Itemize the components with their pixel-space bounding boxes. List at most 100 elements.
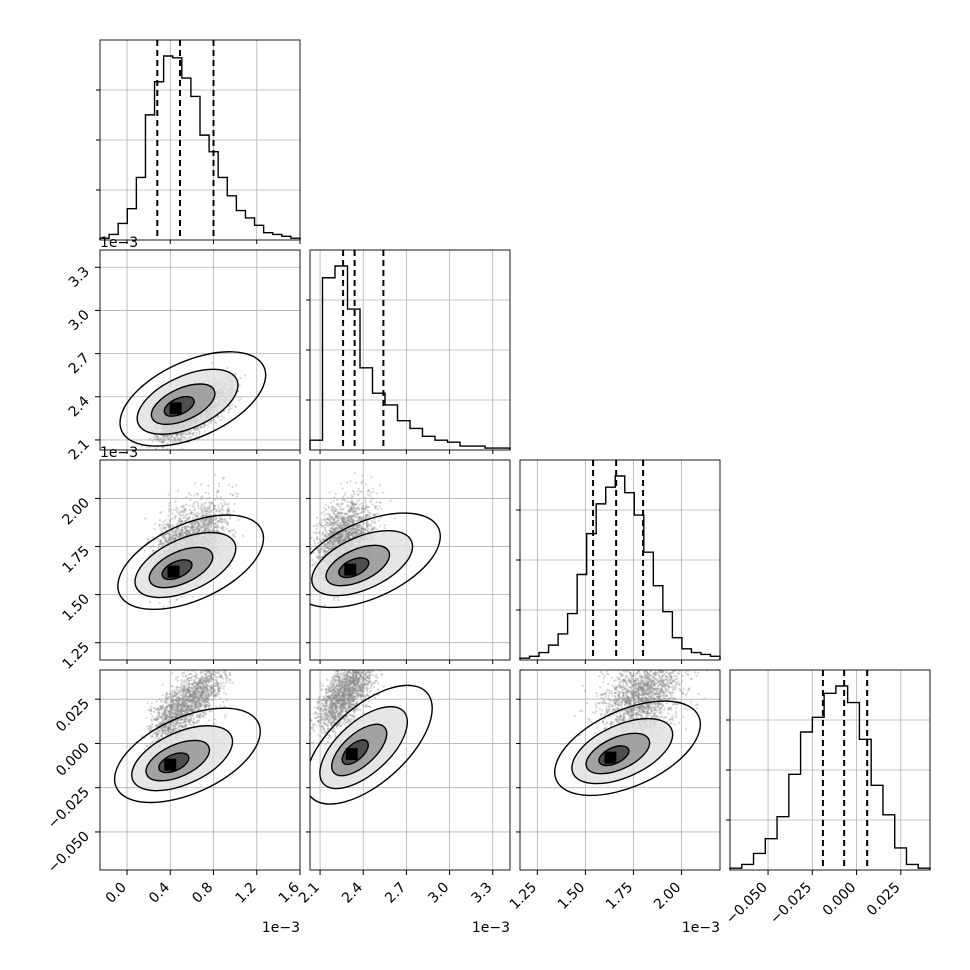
scatter-point [166, 434, 169, 437]
scatter-point [314, 545, 317, 548]
scatter-point [323, 543, 326, 546]
scatter-point [363, 510, 366, 513]
scatter-point [347, 514, 350, 517]
scatter-point [348, 528, 351, 531]
scatter-point [176, 510, 179, 513]
scatter-point [327, 505, 330, 508]
scatter-point [356, 530, 359, 533]
scatter-point [345, 535, 348, 538]
scatter-point [211, 529, 215, 533]
scatter-point [360, 532, 363, 535]
scatter-point [359, 532, 362, 535]
scatter-point [176, 528, 179, 531]
scatter-point [367, 489, 370, 492]
scatter-point [318, 551, 321, 554]
scatter-point [352, 519, 355, 523]
scatter-point [198, 430, 201, 433]
scatter-point [170, 434, 173, 437]
scatter-point [336, 526, 339, 529]
scatter-point [193, 529, 196, 532]
scatter-point [341, 518, 344, 522]
scatter-point [226, 521, 229, 524]
scatter-point [330, 518, 333, 521]
scatter-point [202, 514, 205, 517]
scatter-point [318, 559, 321, 562]
scatter-point [215, 525, 218, 528]
scatter-point [155, 437, 158, 440]
scatter-point [330, 532, 333, 535]
scatter-point [188, 504, 191, 507]
scatter-point [375, 501, 378, 504]
scatter-point [201, 514, 204, 517]
scatter-point [179, 432, 182, 435]
scatter-point [188, 531, 191, 534]
scatter-point [341, 532, 344, 536]
scatter-point [172, 537, 175, 540]
scatter-point [341, 518, 344, 522]
scatter-point [368, 530, 371, 533]
scatter-point [172, 537, 175, 540]
scatter-point [200, 504, 203, 507]
scatter-point [357, 528, 360, 531]
scatter-point [189, 432, 192, 435]
scatter-point [372, 527, 375, 530]
scatter-point [323, 543, 326, 547]
scatter-point [171, 512, 174, 515]
scatter-point [338, 540, 341, 543]
scatter-point [191, 532, 195, 535]
scatter-point [334, 515, 337, 518]
scatter-point [210, 519, 213, 523]
density-peak [169, 402, 182, 415]
scatter-point [325, 546, 328, 550]
scatter-point [192, 528, 195, 531]
scatter-point [158, 543, 161, 546]
scatter-point [177, 438, 181, 441]
scatter-point [371, 497, 374, 500]
scatter-point [216, 520, 219, 523]
scatter-point [176, 489, 179, 492]
scatter-point [207, 522, 211, 526]
scatter-point [190, 512, 193, 515]
scatter-point [214, 421, 217, 424]
scatter-point [162, 535, 165, 538]
scatter-point [344, 529, 347, 533]
scatter-point [176, 439, 179, 442]
scatter-point [336, 533, 339, 537]
scatter-point [206, 423, 209, 426]
scatter-point [213, 506, 216, 509]
scatter-point [174, 536, 177, 539]
scatter-point [203, 524, 206, 527]
scatter-point [334, 524, 337, 527]
scatter-point [330, 527, 333, 530]
scatter-point [156, 438, 159, 441]
scatter-point [197, 522, 200, 525]
scatter-point [183, 436, 186, 439]
scatter-point [333, 545, 337, 548]
scatter-point [347, 514, 351, 518]
scatter-point [173, 537, 176, 540]
histogram-step [99, 55, 301, 240]
scatter-point [346, 537, 349, 540]
scatter-point [210, 519, 213, 522]
scatter-point [189, 436, 192, 439]
scatter-point [325, 518, 328, 521]
scatter-point [239, 376, 242, 379]
scatter-point [318, 551, 322, 554]
scatter-point [189, 522, 192, 525]
scatter-point [349, 507, 353, 510]
scatter-point [156, 435, 159, 438]
scatter-point [193, 427, 196, 430]
scatter-point [161, 524, 164, 527]
scatter-point [344, 518, 347, 522]
scatter-point [371, 503, 374, 506]
scatter-point [213, 504, 216, 507]
scatter-point [325, 550, 328, 553]
scatter-point [213, 523, 216, 526]
scatter-point [354, 509, 357, 512]
scatter-point [324, 544, 327, 547]
scatter-point [192, 526, 195, 529]
scatter-point [346, 536, 349, 539]
scatter-point [364, 507, 367, 510]
scatter-point [186, 518, 189, 521]
scatter-point [185, 503, 188, 506]
